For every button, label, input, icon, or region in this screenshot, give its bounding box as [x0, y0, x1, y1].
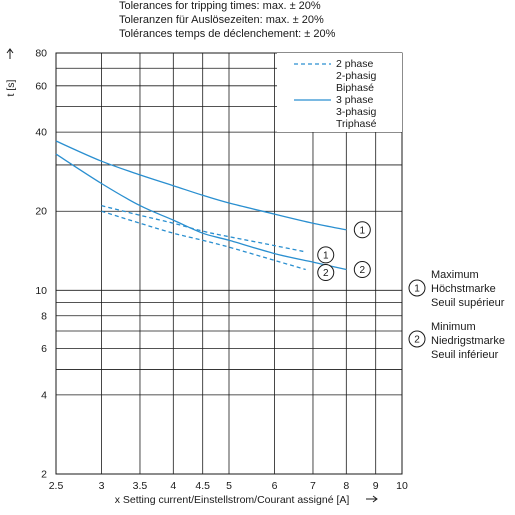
y-tick-label: 10 [35, 285, 47, 297]
side-legend-maximum-line1: Maximum [431, 269, 479, 281]
side-marker-2-text: 2 [414, 335, 420, 346]
y-tick-label: 6 [41, 343, 47, 355]
curve-marker-solid-2-text: 2 [360, 265, 366, 276]
x-tick-label: 4.5 [195, 480, 210, 492]
x-tick-label: 4 [170, 480, 176, 492]
x-tick-label: 9 [373, 480, 379, 492]
curve-solid-2 [55, 153, 347, 271]
tolerance-note-en: Tolerances for tripping times: max. ± 20… [119, 0, 321, 12]
labels: 2.5 3 3.5 4 4.5 5 6 7 8 9 10 2 4 6 8 10 20 40 60 80 x Settin… [5, 48, 426, 506]
x-tick-label: 5 [226, 480, 232, 492]
side-legend-maximum-line2: Höchstmarke [431, 283, 496, 295]
curve-marker-dashed-1-text: 1 [323, 250, 329, 261]
y-tick-label: 2 [41, 469, 47, 481]
tolerance-note-fr: Tolérances temps de déclenchement: ± 20% [119, 28, 336, 40]
side-marker-2-circle [408, 330, 426, 348]
x-tick-label: 10 [396, 480, 408, 492]
side-legend-maximum: Maximum Höchstmarke Seuil supérieur [431, 268, 504, 310]
curve-marker-solid-1-circle [353, 221, 371, 239]
curve-marker-solid-2-circle [353, 261, 371, 279]
side-legend-maximum-line3: Seuil supérieur [431, 297, 505, 309]
y-axis-arrow [6, 48, 14, 59]
x-tick-label: 7 [310, 480, 316, 492]
side-marker-1-text: 1 [414, 284, 420, 295]
x-axis-arrow [366, 495, 378, 503]
side-legend-minimum-line2: Niedrigstmarke [431, 335, 505, 347]
curve-marker-dashed-2-text: 2 [323, 268, 329, 279]
curve-dashed-2 [101, 210, 306, 271]
legend-entry-text: 3 phase [336, 94, 374, 106]
y-tick-label: 20 [35, 206, 47, 218]
legend-entry-text: 3-phasig [336, 106, 376, 118]
side-marker-1-circle [408, 279, 426, 297]
x-tick-label: 2.5 [49, 480, 64, 492]
legend-box [277, 53, 402, 132]
curve-solid-1 [55, 140, 347, 231]
y-tick-label: 8 [41, 310, 47, 322]
tolerance-note-de: Toleranzen für Auslösezeiten: max. ± 20% [119, 14, 324, 26]
curves [55, 140, 347, 271]
curve-dashed-1 [101, 204, 306, 253]
y-axis-label: t [s] [5, 79, 17, 96]
grid [55, 52, 403, 475]
y-tick-label: 40 [35, 127, 47, 139]
x-tick-label: 3 [99, 480, 105, 492]
x-tick-label: 6 [272, 480, 278, 492]
legend-entry-text: 2-phasig [336, 70, 376, 82]
curve-marker-solid-1-text: 1 [360, 225, 366, 236]
y-tick-label: 4 [41, 389, 47, 401]
legend-entry-text: Biphasé [336, 82, 374, 94]
x-tick-label: 8 [343, 480, 349, 492]
legend-entry-text: 2 phase [336, 58, 374, 70]
x-axis-label: x Setting current/Einstellstrom/Courant … [115, 494, 350, 506]
curve-marker-dashed-2-circle [317, 264, 335, 282]
y-tick-label: 80 [35, 48, 47, 60]
side-legend-minimum-line1: Minimum [431, 321, 476, 333]
x-tick-label: 3.5 [133, 480, 148, 492]
curve-marker-dashed-1-circle [317, 246, 335, 264]
legend-entry-text: Triphasé [336, 118, 377, 130]
side-legend-minimum: Minimum Niedrigstmarke Seuil inférieur [431, 320, 505, 362]
side-legend-minimum-line3: Seuil inférieur [431, 349, 499, 361]
y-tick-label: 60 [35, 80, 47, 92]
